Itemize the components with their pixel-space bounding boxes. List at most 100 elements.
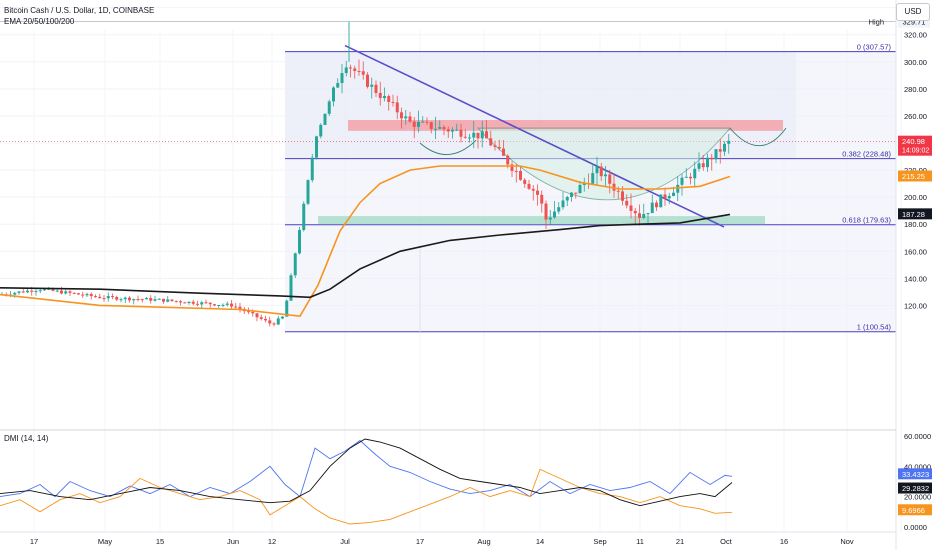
candle bbox=[527, 179, 531, 191]
ema-legend[interactable]: EMA 20/50/100/200 bbox=[4, 17, 75, 26]
candle bbox=[370, 77, 374, 99]
candle bbox=[38, 288, 42, 294]
price-label-value: 215.25 bbox=[902, 172, 925, 181]
candle bbox=[574, 192, 578, 199]
dmi-legend[interactable]: DMI (14, 14) bbox=[4, 434, 49, 443]
candle bbox=[425, 117, 429, 126]
candle bbox=[493, 140, 497, 151]
fib-level-label: 1 (100.54) bbox=[857, 323, 892, 332]
candle bbox=[234, 302, 238, 310]
candle bbox=[476, 132, 480, 149]
candle bbox=[128, 296, 131, 303]
candle bbox=[315, 135, 318, 160]
candle bbox=[510, 161, 514, 177]
left-handle-arc bbox=[419, 139, 477, 155]
candle bbox=[548, 210, 552, 225]
candle bbox=[374, 80, 378, 97]
candle bbox=[718, 139, 722, 164]
price-axis-tick: 140.00 bbox=[904, 274, 927, 283]
candle bbox=[221, 303, 225, 308]
candle bbox=[417, 110, 420, 133]
candle bbox=[680, 173, 684, 196]
candle bbox=[468, 133, 471, 143]
candle bbox=[502, 139, 505, 156]
time-axis-tick: 14 bbox=[536, 537, 544, 546]
fib-level-label: 0.382 (228.48) bbox=[842, 150, 891, 159]
candle bbox=[102, 295, 106, 302]
candle bbox=[523, 178, 527, 188]
time-axis-tick: 12 bbox=[268, 537, 276, 546]
candle bbox=[459, 123, 463, 143]
candle bbox=[676, 176, 680, 202]
candle bbox=[646, 212, 650, 224]
candle bbox=[68, 289, 72, 296]
dmi-axis-tick: 60.0000 bbox=[904, 432, 931, 441]
high-value: 329.71 bbox=[903, 18, 926, 27]
candle bbox=[272, 321, 276, 327]
candle bbox=[238, 302, 242, 313]
candle bbox=[259, 314, 263, 321]
candle bbox=[55, 289, 59, 293]
candle bbox=[442, 125, 446, 136]
candle bbox=[710, 153, 714, 171]
candle bbox=[663, 187, 667, 206]
candle bbox=[153, 295, 157, 302]
price-axis-tick: 180.00 bbox=[904, 220, 927, 229]
candle bbox=[480, 120, 484, 148]
price-axis-tick: 200.00 bbox=[904, 193, 927, 202]
candle bbox=[412, 117, 416, 139]
right-handle-arc bbox=[729, 127, 787, 146]
price-axis-tick: 300.00 bbox=[904, 58, 927, 67]
candle bbox=[633, 207, 637, 225]
support-zone bbox=[318, 216, 765, 225]
candle bbox=[166, 296, 170, 303]
candle bbox=[323, 113, 327, 126]
candle bbox=[519, 166, 522, 181]
candle bbox=[344, 60, 348, 77]
candle bbox=[642, 203, 646, 220]
candle bbox=[565, 195, 569, 207]
candle bbox=[285, 299, 289, 317]
price-label-box bbox=[898, 170, 932, 182]
candle bbox=[400, 107, 403, 129]
candle bbox=[540, 190, 544, 213]
candle bbox=[723, 141, 726, 156]
candle bbox=[391, 94, 395, 107]
candle bbox=[378, 81, 382, 106]
candle bbox=[225, 301, 229, 307]
candle bbox=[310, 153, 314, 183]
price-axis-tick: 320.00 bbox=[904, 31, 927, 40]
candle bbox=[213, 303, 216, 307]
candle bbox=[349, 64, 352, 78]
candle bbox=[17, 291, 21, 295]
time-axis-tick: Jun bbox=[227, 537, 239, 546]
candle bbox=[408, 111, 412, 123]
candle bbox=[94, 294, 97, 298]
candle bbox=[561, 192, 565, 210]
candle bbox=[727, 133, 731, 154]
candle bbox=[157, 298, 161, 300]
time-axis-tick: 16 bbox=[780, 537, 788, 546]
candle bbox=[387, 94, 391, 111]
price-axis-tick: 280.00 bbox=[904, 85, 927, 94]
candle bbox=[697, 152, 701, 172]
candle bbox=[553, 201, 556, 219]
candle bbox=[340, 64, 344, 94]
currency-button[interactable]: USD bbox=[896, 3, 930, 21]
candle bbox=[264, 315, 267, 323]
candle bbox=[472, 121, 476, 149]
candle bbox=[684, 168, 688, 178]
adx-line bbox=[0, 438, 733, 507]
time-axis-tick: Aug bbox=[477, 537, 490, 546]
candle bbox=[455, 123, 459, 131]
candle bbox=[485, 120, 488, 139]
candle bbox=[531, 185, 535, 201]
candle bbox=[179, 300, 182, 306]
candle bbox=[81, 291, 85, 298]
candle bbox=[208, 302, 212, 308]
candle bbox=[578, 181, 582, 194]
candle bbox=[89, 292, 93, 300]
resistance-zone bbox=[348, 120, 783, 131]
candle bbox=[119, 297, 123, 303]
